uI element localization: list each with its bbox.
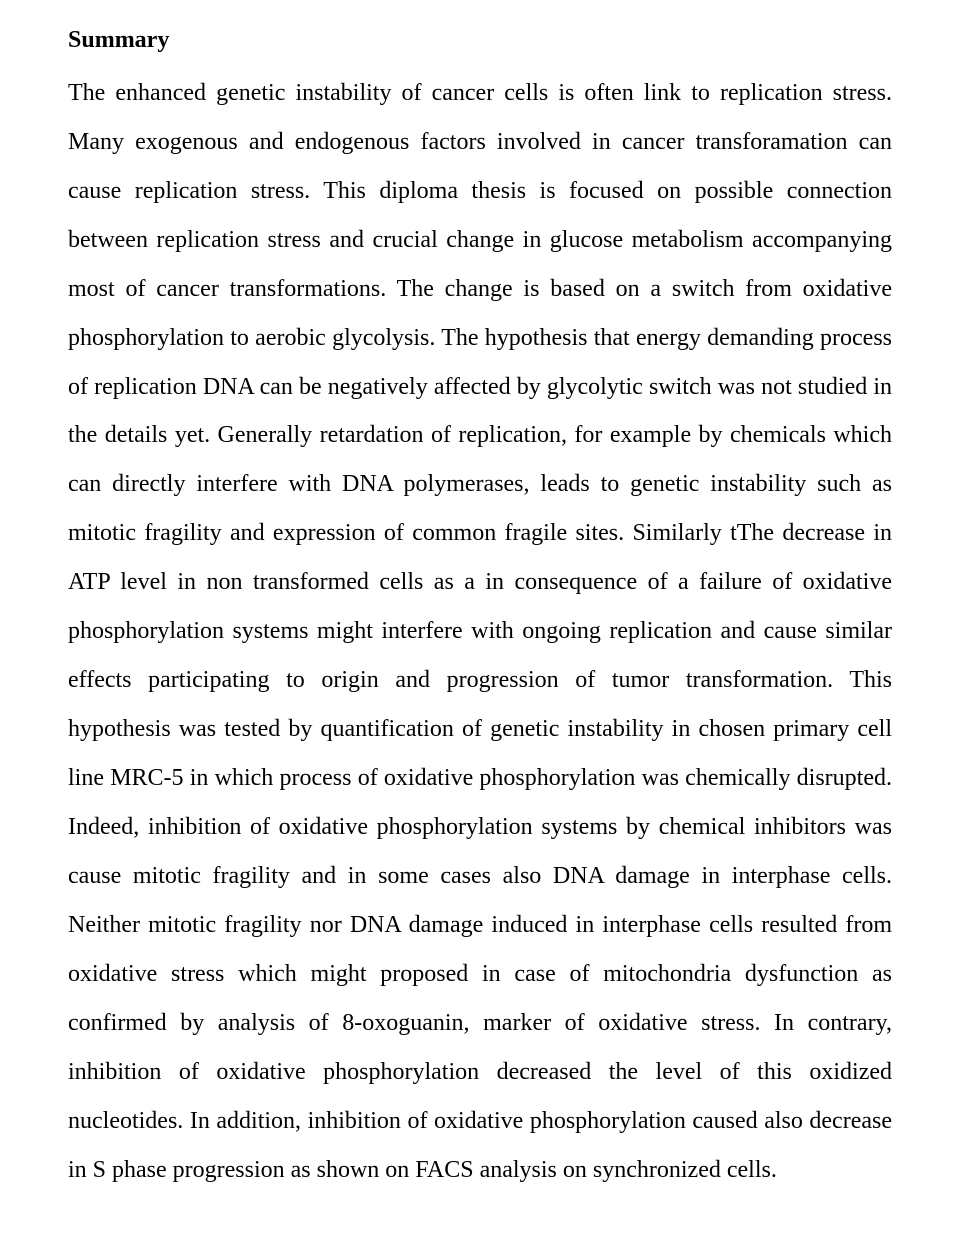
summary-heading: Summary bbox=[68, 26, 892, 55]
document-page: Summary The enhanced genetic instability… bbox=[0, 0, 960, 1235]
summary-body-text: The enhanced genetic instability of canc… bbox=[68, 69, 892, 1195]
